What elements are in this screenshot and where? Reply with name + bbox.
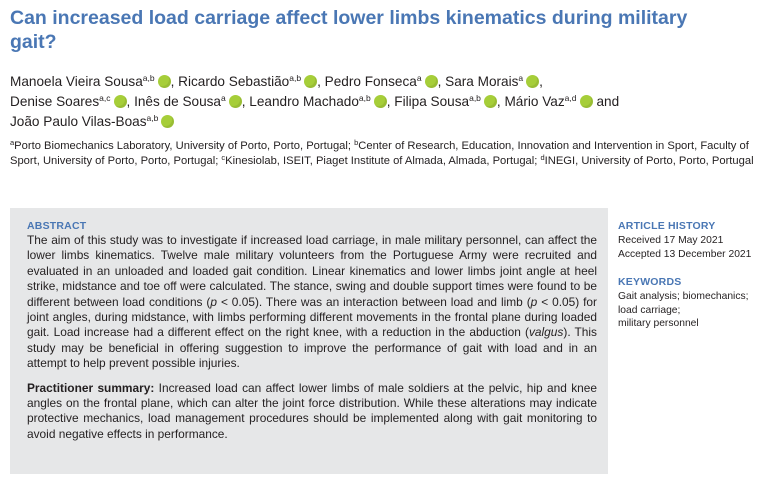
author-separator: , — [386, 94, 391, 109]
affiliation: cKinesiolab, ISEIT, Piaget Institute of … — [221, 153, 538, 167]
affiliation-text: Center of Research, Education, Innovatio… — [10, 140, 749, 167]
author-list: Manoela Vieira Sousaa,b, Ricardo Sebasti… — [10, 72, 755, 132]
keyword-list: Gait analysis; biomechanics; load carria… — [618, 290, 762, 331]
abstract-heading: ABSTRACT — [27, 220, 87, 232]
author-name: Filipa Sousa — [394, 94, 470, 109]
author-separator: , — [437, 74, 442, 89]
keywords: KEYWORDS Gait analysis; biomechanics; lo… — [618, 276, 762, 331]
author-affiliation-marker: a,b — [289, 73, 302, 83]
author-affiliation-marker: a — [416, 73, 422, 83]
orcid-icon[interactable] — [228, 95, 242, 108]
affiliation-marker: a — [10, 138, 15, 147]
affiliation-text: INEGI, University of Porto, Porto, Portu… — [544, 155, 754, 167]
orcid-icon[interactable] — [113, 95, 127, 108]
author-affiliation-marker: a,b — [142, 73, 155, 83]
abstract-box: ABSTRACT The aim of this study was to in… — [10, 208, 608, 474]
author-separator: , — [126, 94, 131, 109]
author: Pedro Fonsecaa — [325, 74, 438, 89]
article-history: ARTICLE HISTORY Received 17 May 2021 Acc… — [618, 220, 762, 261]
author: Denise Soaresa,c — [10, 94, 127, 109]
affiliation: aPorto Biomechanics Laboratory, Universi… — [10, 138, 351, 152]
author-name: Manoela Vieira Sousa — [10, 74, 143, 89]
abstract-fragment: < 0.05). There was an interaction betwee… — [217, 294, 531, 309]
author-affiliation-marker: a,c — [99, 93, 111, 103]
affiliation: bCenter of Research, Education, Innovati… — [10, 138, 749, 167]
author-name: Mário Vaz — [504, 94, 565, 109]
keyword-line: Gait analysis; biomechanics; — [618, 291, 749, 302]
author: Inês de Sousaa — [134, 94, 242, 109]
keyword-line: military personnel — [618, 318, 699, 330]
affiliation-marker: d — [540, 153, 545, 162]
author-name: Sara Morais — [445, 74, 519, 89]
author-separator: and — [596, 94, 620, 109]
author: Ricardo Sebastiãoa,b — [178, 73, 318, 89]
abstract-text: The aim of this study was to investigate… — [27, 233, 597, 372]
author-name: Leandro Machado — [249, 94, 359, 109]
orcid-icon[interactable] — [373, 95, 387, 108]
practitioner-summary-label: Practitioner summary: — [27, 380, 155, 395]
author: João Paulo Vilas-Boasa,b — [10, 113, 175, 129]
author-affiliation-marker: a,b — [469, 93, 481, 103]
accepted-date: Accepted 13 December 2021 — [618, 248, 752, 260]
abstract-italic: p — [210, 294, 218, 309]
article-history-heading: ARTICLE HISTORY — [618, 220, 716, 232]
author-affiliation-marker: a,d — [564, 93, 577, 103]
orcid-icon[interactable] — [579, 95, 593, 108]
article-title: Can increased load carriage affect lower… — [10, 7, 688, 53]
abstract-italic: valgus — [528, 325, 564, 340]
author-separator: , — [539, 74, 543, 89]
author-separator: , — [496, 94, 501, 109]
abstract-fragment: The aim of this study was to investigate… — [27, 233, 597, 309]
orcid-icon[interactable] — [161, 115, 175, 128]
keywords-heading: KEYWORDS — [618, 276, 682, 288]
author: Leandro Machadoa,b — [249, 93, 387, 109]
author-separator: , — [241, 94, 246, 109]
author-name: Pedro Fonseca — [324, 74, 417, 89]
affiliation-text: Porto Biomechanics Laboratory, Universit… — [14, 140, 351, 152]
abstract-fragment: < 0.05) for joint angles, during midstan… — [27, 294, 597, 340]
orcid-icon[interactable] — [526, 75, 540, 88]
author-separator: , — [317, 74, 321, 89]
author-affiliation-marker: a — [518, 73, 524, 83]
abstract-fragment: ). This study may be beneficial in offer… — [27, 325, 597, 371]
author: Manoela Vieira Sousaa,b — [10, 74, 171, 89]
author: Mário Vaza,d — [504, 93, 593, 109]
author: Filipa Sousaa,b — [394, 94, 497, 109]
author-name: Denise Soares — [10, 94, 100, 109]
keyword-line: load carriage; — [618, 304, 681, 316]
affiliation-marker: c — [221, 153, 226, 162]
author-affiliation-marker: a,b — [358, 93, 371, 103]
abstract-italic: p — [530, 294, 538, 309]
author-name: Ricardo Sebastião — [178, 74, 290, 89]
practitioner-summary: Practitioner summary: Increased load can… — [27, 381, 597, 443]
abstract-content: ABSTRACT The aim of this study was to in… — [27, 220, 597, 442]
affiliation: dINEGI, University of Porto, Porto, Port… — [540, 153, 754, 167]
author-separator: , — [170, 74, 175, 89]
affiliations: aPorto Biomechanics Laboratory, Universi… — [10, 139, 755, 169]
affiliation-marker: b — [354, 138, 359, 147]
affiliation-text: Kinesiolab, ISEIT, Piaget Institute of A… — [225, 155, 538, 167]
orcid-icon[interactable] — [304, 75, 318, 88]
author-name: Inês de Sousa — [134, 94, 221, 109]
author-affiliation-marker: a — [221, 93, 226, 103]
received-date: Received 17 May 2021 — [618, 235, 724, 246]
practitioner-summary-text: Increased load can affect lower limbs of… — [27, 380, 597, 441]
orcid-icon[interactable] — [424, 75, 438, 88]
author-affiliation-marker: a,b — [146, 113, 159, 123]
author-name: João Paulo Vilas-Boas — [10, 114, 147, 129]
orcid-icon[interactable] — [157, 75, 171, 88]
author: Sara Moraisa — [445, 73, 540, 89]
orcid-icon[interactable] — [483, 95, 497, 108]
